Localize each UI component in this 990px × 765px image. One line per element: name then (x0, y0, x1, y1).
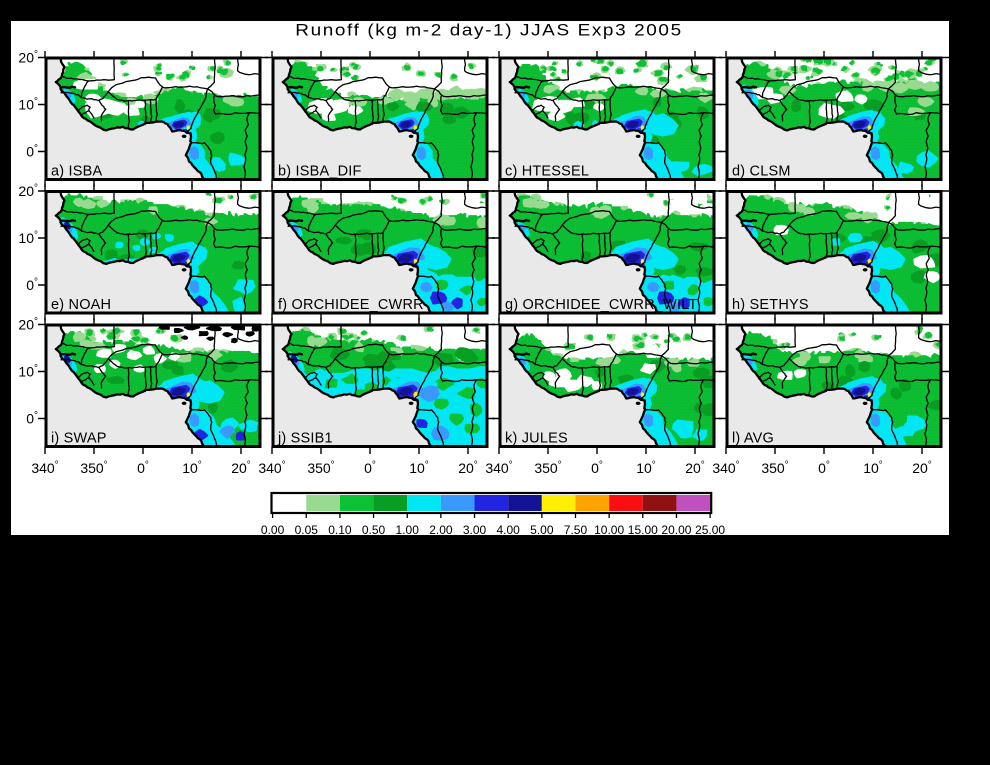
svg-text:i) SWAP: i) SWAP (51, 430, 107, 446)
svg-text:c) HTESSEL: c) HTESSEL (505, 163, 589, 179)
svg-text:10°: 10° (18, 364, 38, 380)
svg-text:20°: 20° (18, 183, 38, 199)
svg-text:10°: 10° (409, 460, 429, 476)
svg-text:15.00: 15.00 (628, 523, 658, 537)
svg-text:350°: 350° (761, 460, 788, 476)
svg-text:10°: 10° (636, 460, 656, 476)
svg-text:0°: 0° (364, 460, 376, 476)
svg-text:10°: 10° (182, 460, 202, 476)
svg-text:20°: 20° (18, 50, 38, 66)
svg-text:20°: 20° (685, 460, 705, 476)
svg-text:0.00: 0.00 (261, 523, 285, 537)
svg-text:25.00: 25.00 (695, 523, 725, 537)
svg-text:10°: 10° (18, 230, 38, 246)
svg-text:3.00: 3.00 (463, 523, 487, 537)
svg-text:0.50: 0.50 (362, 523, 386, 537)
svg-text:d) CLSM: d) CLSM (732, 163, 791, 179)
svg-text:f) ORCHIDEE_CWRR: f) ORCHIDEE_CWRR (278, 297, 424, 313)
svg-text:a) ISBA: a) ISBA (51, 163, 102, 179)
svg-text:0.10: 0.10 (328, 523, 352, 537)
svg-text:340°: 340° (31, 460, 58, 476)
svg-text:4.00: 4.00 (497, 523, 521, 537)
svg-text:10.00: 10.00 (594, 523, 624, 537)
svg-text:0°: 0° (26, 144, 38, 160)
svg-text:0°: 0° (818, 460, 830, 476)
svg-text:2.00: 2.00 (429, 523, 453, 537)
svg-text:g) ORCHIDEE_CWRR_WILT: g) ORCHIDEE_CWRR_WILT (505, 297, 697, 313)
svg-text:j) SSIB1: j) SSIB1 (277, 430, 333, 446)
svg-text:20°: 20° (912, 460, 932, 476)
svg-text:20°: 20° (458, 460, 478, 476)
svg-text:h) SETHYS: h) SETHYS (732, 297, 809, 313)
svg-text:0°: 0° (26, 411, 38, 427)
svg-text:0°: 0° (137, 460, 149, 476)
svg-text:340°: 340° (712, 460, 739, 476)
svg-text:b) ISBA_DIF: b) ISBA_DIF (278, 163, 362, 179)
svg-text:20°: 20° (231, 460, 251, 476)
svg-text:10°: 10° (18, 97, 38, 113)
svg-text:l) AVG: l) AVG (732, 430, 774, 446)
svg-text:7.50: 7.50 (564, 523, 588, 537)
svg-text:350°: 350° (534, 460, 561, 476)
svg-text:5.00: 5.00 (530, 523, 554, 537)
svg-text:350°: 350° (307, 460, 334, 476)
svg-text:e) NOAH: e) NOAH (51, 297, 111, 313)
svg-text:340°: 340° (485, 460, 512, 476)
svg-text:1.00: 1.00 (396, 523, 420, 537)
svg-text:350°: 350° (80, 460, 107, 476)
svg-text:Runoff (kg m-2 day-1) JJAS Exp: Runoff (kg m-2 day-1) JJAS Exp3 2005 (295, 21, 682, 40)
svg-text:20°: 20° (18, 317, 38, 333)
svg-text:10°: 10° (863, 460, 883, 476)
svg-text:k) JULES: k) JULES (505, 430, 568, 446)
svg-text:340°: 340° (258, 460, 285, 476)
svg-text:0°: 0° (591, 460, 603, 476)
svg-text:0°: 0° (26, 277, 38, 293)
svg-text:20.00: 20.00 (661, 523, 691, 537)
svg-text:0.05: 0.05 (295, 523, 319, 537)
